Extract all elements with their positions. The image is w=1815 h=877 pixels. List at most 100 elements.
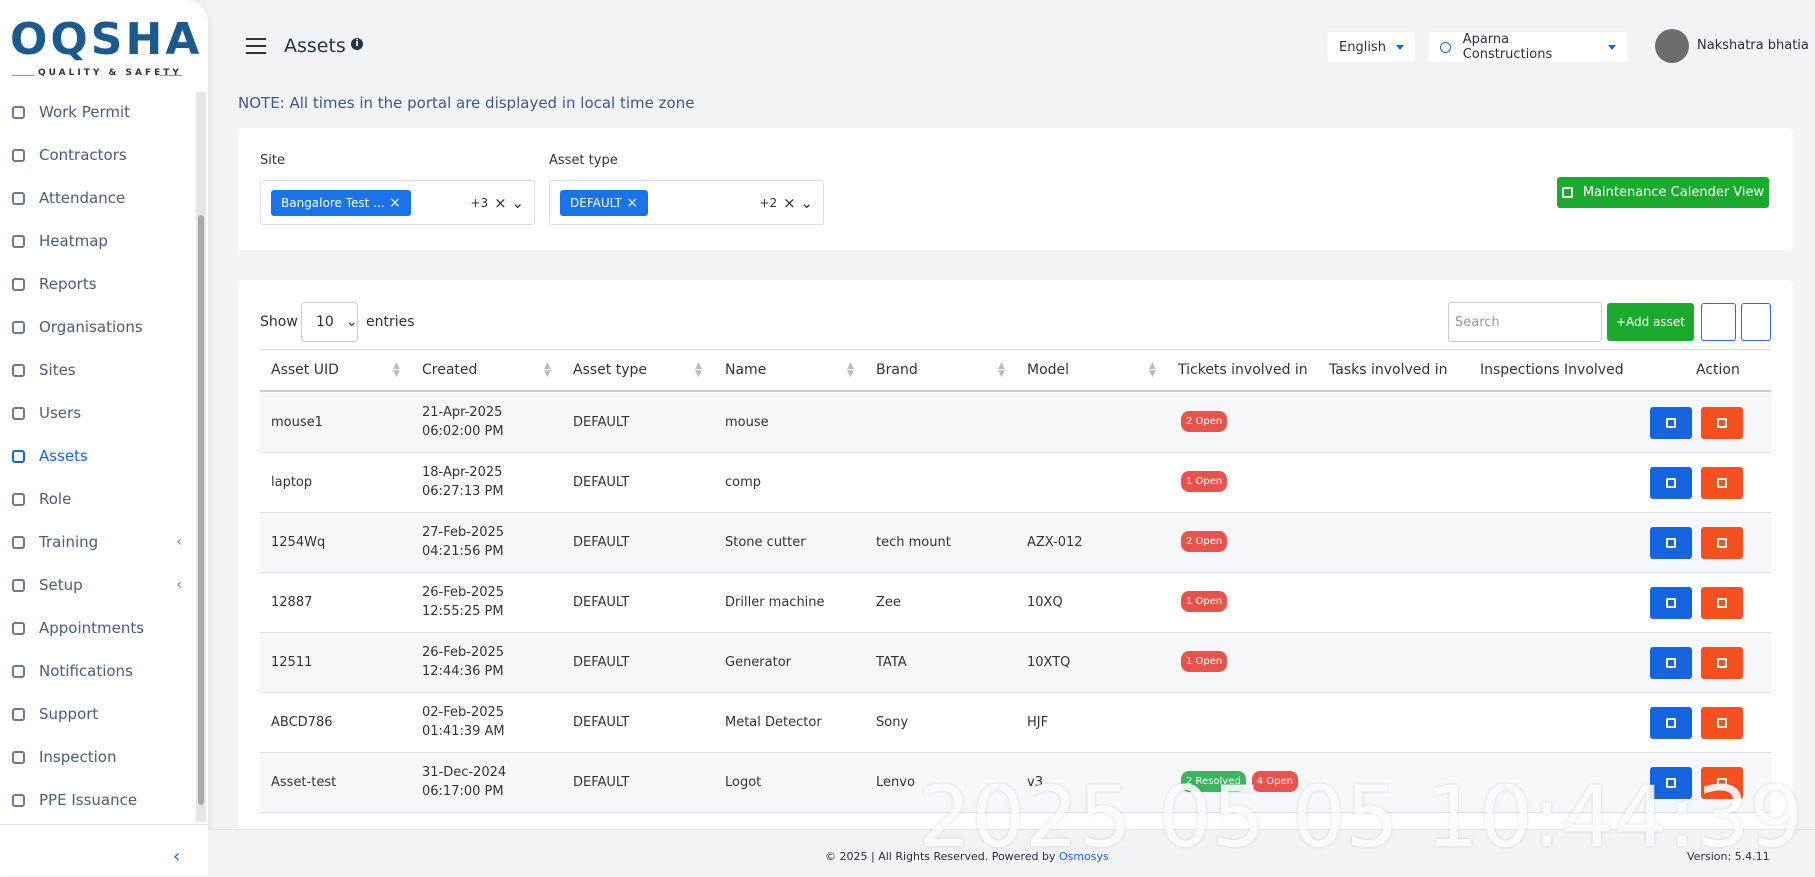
column-header[interactable]: Name — [725, 362, 766, 378]
cell: 02-Feb-202501:41:39 AM — [422, 703, 505, 741]
chevron: ‹ — [176, 534, 182, 550]
created-time: 06:17:00 PM — [422, 782, 506, 801]
scroll-thumb[interactable] — [198, 215, 204, 805]
page-title: Assets — [284, 35, 346, 57]
cell: Asset-test — [271, 773, 336, 792]
nav-label: Training — [39, 533, 98, 551]
ticket-badge[interactable]: 1 Open — [1181, 651, 1227, 672]
nav-item[interactable]: PPE Issuance — [0, 780, 190, 820]
nav-item[interactable]: Training ‹ — [0, 522, 190, 562]
show-label: Show — [260, 314, 298, 330]
cell: tech mount — [876, 533, 951, 552]
cell: Zee — [876, 593, 901, 612]
column-header[interactable]: Asset type — [573, 362, 647, 378]
created-time: 06:02:00 PM — [422, 422, 504, 441]
menu-toggle[interactable] — [246, 38, 266, 54]
nav-item[interactable]: Appointments — [0, 608, 190, 648]
cell: 18-Apr-202506:27:13 PM — [422, 463, 504, 501]
created-time: 01:41:39 AM — [422, 722, 505, 741]
nav-item[interactable]: Users — [0, 393, 190, 433]
ticket-badge[interactable]: 1 Open — [1181, 471, 1227, 492]
nav-icon — [12, 450, 25, 463]
nav-icon — [12, 708, 25, 721]
calendar-button[interactable]: Maintenance Calender View — [1557, 177, 1769, 208]
nav-item[interactable]: Reports — [0, 264, 190, 304]
column-header[interactable]: Model — [1027, 362, 1069, 378]
delete-button[interactable] — [1701, 647, 1743, 679]
filter-chip[interactable]: DEFAULT — [560, 190, 648, 216]
nav-item[interactable]: Setup‹ — [0, 565, 190, 605]
asset-type-select[interactable]: DEFAULT +2 × ⌄ — [549, 180, 824, 225]
edit-button[interactable] — [1650, 647, 1692, 679]
add-asset-button[interactable]: +Add asset — [1607, 303, 1694, 341]
nav-item[interactable]: Heatmap — [0, 221, 190, 261]
delete-button[interactable] — [1701, 467, 1743, 499]
nav-item[interactable]: Notifications — [0, 651, 190, 691]
organisation-select[interactable]: Aparna Constructions — [1428, 32, 1628, 62]
logo-tagline: QUALITY & SAFETY — [38, 68, 182, 78]
edit-button[interactable] — [1650, 467, 1692, 499]
columns-button[interactable] — [1701, 303, 1736, 341]
nav-label: Users — [39, 404, 81, 422]
column-header[interactable]: Asset UID — [271, 362, 339, 378]
entries-value: 10 — [316, 314, 334, 330]
entries-select[interactable]: 10⌄ — [301, 302, 358, 342]
timezone-note: NOTE: All times in the portal are displa… — [238, 94, 694, 112]
nav-item[interactable]: Attendance — [0, 178, 190, 218]
nav-icon — [12, 192, 25, 205]
cell: TATA — [876, 653, 907, 672]
cell: Driller machine — [725, 593, 825, 612]
timestamp-watermark: 2025 05 05 10:44:39 — [918, 768, 1803, 866]
nav-item[interactable]: Role — [0, 479, 190, 519]
ticket-badge[interactable]: 2 Open — [1181, 411, 1227, 432]
edit-button[interactable] — [1650, 707, 1692, 739]
created-date: 31-Dec-2024 — [422, 763, 506, 782]
site-select[interactable]: Bangalore Test ... +3 × ⌄ — [260, 180, 535, 225]
more-count: +2 — [759, 196, 777, 210]
more-button[interactable] — [1741, 303, 1771, 341]
sort-icon: ▲▼ — [1149, 362, 1156, 378]
info-icon[interactable]: i — [351, 38, 363, 50]
edit-button[interactable] — [1650, 407, 1692, 439]
nav-label: Sites — [39, 361, 76, 379]
user-name[interactable]: Nakshatra bhatia — [1697, 38, 1809, 53]
edit-button[interactable] — [1650, 587, 1692, 619]
cell: DEFAULT — [573, 593, 629, 612]
delete-button[interactable] — [1701, 707, 1743, 739]
cell: 21-Apr-202506:02:00 PM — [422, 403, 504, 441]
created-date: 18-Apr-2025 — [422, 463, 504, 482]
nav-icon — [12, 751, 25, 764]
ticket-badge[interactable]: 2 Open — [1181, 531, 1227, 552]
logo: OQSHA — [10, 14, 202, 65]
more-count: +3 — [470, 196, 488, 210]
ticket-badge[interactable]: 1 Open — [1181, 591, 1227, 612]
nav-item[interactable]: Assets — [0, 436, 190, 476]
cell: laptop — [271, 473, 312, 492]
delete-button[interactable] — [1701, 407, 1743, 439]
nav-item[interactable]: Contractors — [0, 135, 190, 175]
filter-chip[interactable]: Bangalore Test ... — [271, 190, 411, 216]
nav-icon — [12, 321, 25, 334]
nav-icon — [12, 622, 25, 635]
nav-item[interactable]: Support — [0, 694, 190, 734]
language-select[interactable]: English — [1327, 32, 1415, 62]
delete-button[interactable] — [1701, 587, 1743, 619]
cell: 1254Wq — [271, 533, 325, 552]
cell: 31-Dec-202406:17:00 PM — [422, 763, 506, 801]
nav-item[interactable]: Sites — [0, 350, 190, 390]
search-input[interactable]: Search — [1448, 302, 1602, 342]
column-header[interactable]: Created — [422, 362, 477, 378]
nav-icon — [12, 278, 25, 291]
edit-button[interactable] — [1650, 527, 1692, 559]
collapse-button[interactable]: ‹ — [173, 846, 180, 867]
button-label: Maintenance Calender View — [1583, 185, 1764, 200]
nav-item[interactable]: Inspection — [0, 737, 190, 777]
avatar[interactable] — [1655, 29, 1689, 63]
nav-item[interactable]: Work Permit — [0, 92, 190, 132]
nav-item[interactable]: Organisations — [0, 307, 190, 347]
nav-icon — [12, 407, 25, 420]
nav-icon — [12, 149, 25, 162]
column-header[interactable]: Brand — [876, 362, 918, 378]
cell: 10XTQ — [1027, 653, 1070, 672]
delete-button[interactable] — [1701, 527, 1743, 559]
